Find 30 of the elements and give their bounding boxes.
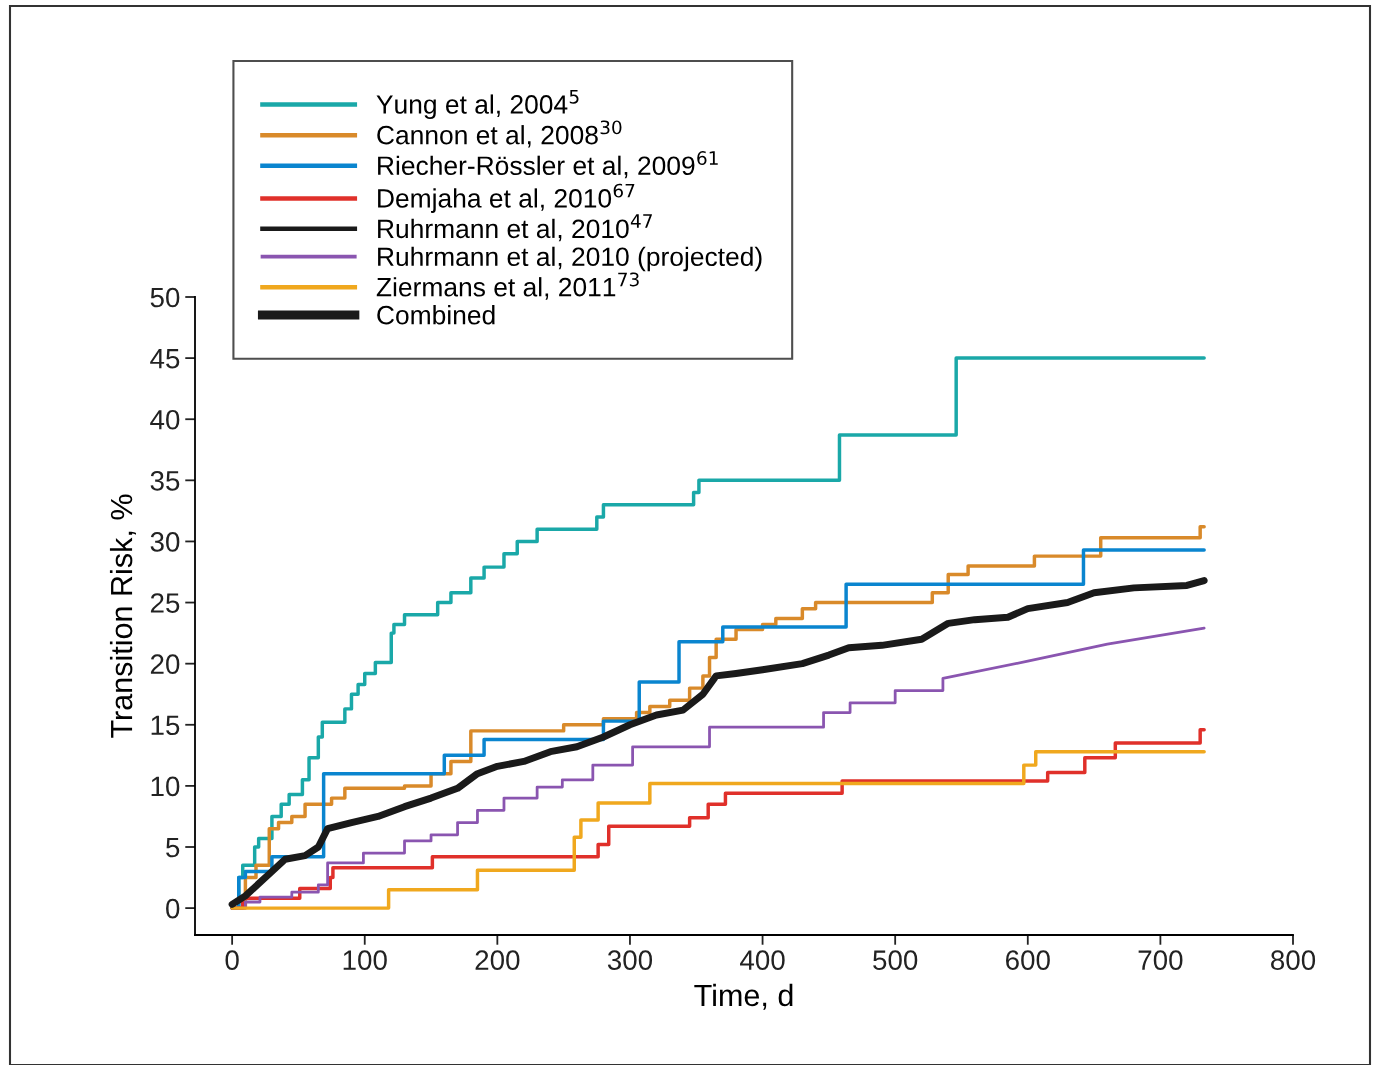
x-tick-label: 100 bbox=[343, 950, 387, 970]
x-tick-label: 0 bbox=[225, 950, 239, 970]
y-tick-label: 10 bbox=[151, 776, 180, 797]
y-tick-label: 5 bbox=[166, 837, 180, 858]
y-tick-label: 45 bbox=[150, 349, 180, 369]
y-tick-label: 30 bbox=[150, 532, 180, 552]
x-tick-label: 500 bbox=[873, 950, 918, 970]
x-tick-label: 800 bbox=[1271, 950, 1316, 970]
x-axis-title: Time, d bbox=[694, 983, 793, 1010]
legend-label: Demjaha et al, 2010$^{67}$ bbox=[378, 183, 635, 213]
legend-label: Yung et al, 2004$^{5}$ bbox=[376, 89, 579, 120]
y-axis-title: Transition Risk, % bbox=[109, 494, 136, 738]
legend-label: Cannon et al, 2008$^{30}$ bbox=[377, 120, 622, 148]
x-tick-label: 700 bbox=[1138, 950, 1183, 970]
x-tick-label: 600 bbox=[1006, 950, 1050, 970]
legend-label: Combined bbox=[377, 305, 495, 325]
legend-label: Ruhrmann et al, 2010$^{47}$ bbox=[378, 214, 652, 242]
legend-label: Ruhrmann et al, 2010 (projected) bbox=[378, 246, 762, 272]
y-tick-label: 20 bbox=[150, 654, 180, 675]
y-tick-label: 0 bbox=[166, 898, 180, 919]
y-tick-label: 25 bbox=[150, 593, 180, 613]
legend-label: Riecher-Rössler et al, 2009$^{61}$ bbox=[378, 150, 718, 179]
x-tick-label: 300 bbox=[607, 950, 653, 970]
x-tick-label: 200 bbox=[475, 950, 520, 970]
y-tick-label: 50 bbox=[150, 287, 180, 308]
y-tick-label: 40 bbox=[150, 409, 180, 430]
legend-label: Ziermans et al, 2011$^{73}$ bbox=[376, 272, 639, 300]
y-tick-label: 15 bbox=[151, 715, 180, 736]
x-tick-label: 400 bbox=[740, 950, 785, 970]
y-tick-label: 35 bbox=[150, 471, 180, 491]
